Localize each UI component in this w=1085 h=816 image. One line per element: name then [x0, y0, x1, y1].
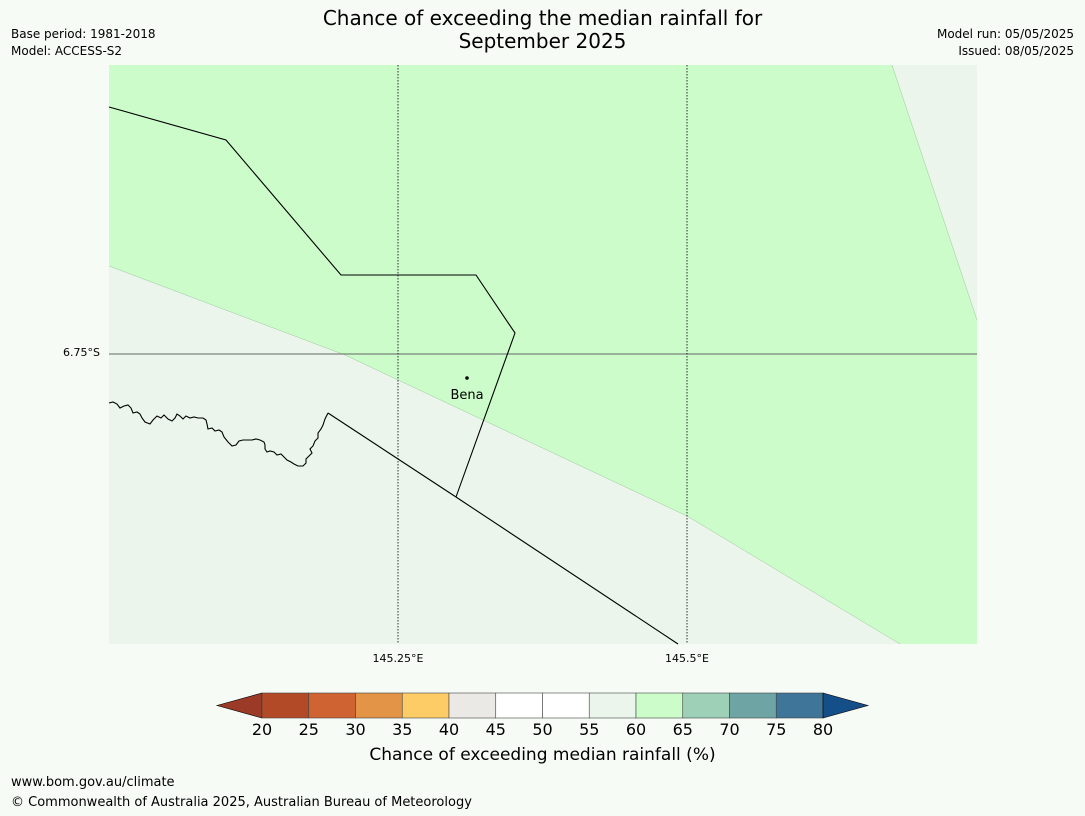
colorbar-segment: [682, 692, 730, 719]
colorbar-segment: [635, 692, 684, 719]
footer-url: www.bom.gov.au/climate: [11, 775, 175, 790]
river-line: [108, 401, 329, 467]
model-run: Model run: 05/05/2025: [936, 27, 1074, 41]
colorbar-segment: [401, 692, 450, 719]
colorbar: [215, 692, 870, 719]
colorbar-segment: [729, 692, 777, 719]
province-boundary-south: [327, 412, 679, 645]
bena-marker: [465, 376, 469, 380]
colorbar-segment: [308, 692, 356, 719]
colorbar-segment: [495, 692, 543, 719]
colorbar-tick-label: 80: [812, 720, 834, 739]
colorbar-tick-label: 75: [766, 720, 787, 739]
lat-tick-label: 6.75°S: [63, 346, 100, 359]
chart-title: Chance of exceeding the median rainfall …: [0, 7, 1085, 53]
colorbar-segment: [355, 692, 403, 719]
colorbar-tick-label: 70: [719, 720, 740, 739]
footer-copyright: © Commonwealth of Australia 2025, Austra…: [11, 795, 472, 810]
place-label-bena: Bena: [450, 388, 484, 403]
colorbar-tick-label: 30: [345, 720, 366, 739]
colorbar-tick-label: 60: [625, 720, 647, 739]
colorbar-label: Chance of exceeding median rainfall (%): [369, 745, 716, 765]
band-contour-line: [108, 265, 901, 645]
colorbar-segment: [261, 692, 310, 719]
base-period: Base period: 1981-2018: [11, 27, 156, 41]
colorbar-tick-label: 35: [392, 720, 413, 739]
model-name: Model: ACCESS-S2: [11, 44, 123, 58]
lon-tick-label-145-5: 145.5°E: [665, 652, 709, 665]
colorbar-tick-label: 20: [251, 720, 273, 739]
colorbar-segment: [775, 692, 824, 719]
colorbar-segment: [448, 692, 497, 719]
colorbar-tick-label: 55: [579, 720, 600, 739]
colorbar-tick-label: 50: [532, 720, 553, 739]
meta-right: Model run: 05/05/2025 Issued: 08/05/2025: [937, 26, 1074, 60]
colorbar-tick-label: 45: [485, 720, 506, 739]
title-line-2: September 2025: [458, 29, 627, 53]
band-contour-line-ne: [891, 64, 978, 321]
title-line-1: Chance of exceeding the median rainfall …: [322, 6, 763, 30]
map-area: [108, 64, 978, 645]
issued-date: Issued: 08/05/2025: [958, 44, 1074, 58]
colorbar-segment: [588, 692, 637, 719]
colorbar-extend-high: [822, 692, 870, 719]
meta-left: Base period: 1981-2018 Model: ACCESS-S2: [11, 26, 156, 60]
colorbar-tick-label: 40: [438, 720, 460, 739]
colorbar-segment: [542, 692, 590, 719]
colorbar-tick-label: 65: [672, 720, 693, 739]
lon-tick-label-145-25: 145.25°E: [372, 652, 424, 665]
colorbar-extend-low: [215, 692, 263, 719]
province-boundary: [108, 106, 516, 498]
colorbar-tick-label: 25: [298, 720, 319, 739]
